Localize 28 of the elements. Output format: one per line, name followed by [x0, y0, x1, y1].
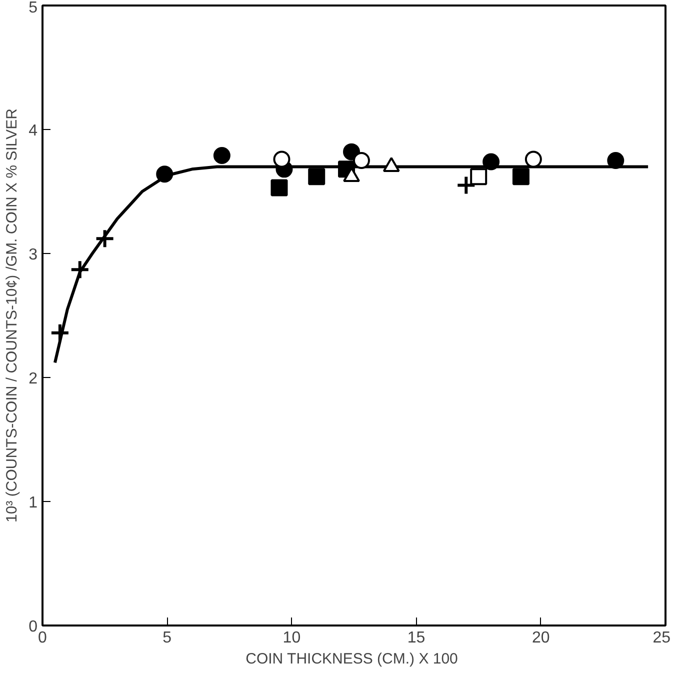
point [607, 152, 624, 169]
point [308, 168, 326, 186]
point [70, 260, 90, 280]
y-tick-label: 2 [28, 370, 38, 388]
point [470, 168, 488, 186]
x-axis-title: COIN THICKNESS (CM.) X 100 [246, 650, 458, 668]
point [352, 152, 370, 169]
y-tick-label: 4 [28, 122, 38, 140]
x-tick-label: 25 [652, 630, 671, 646]
y-axis-title: 10³ (COUNTS-COIN / COUNTS-10¢) /GM. COIN X % SILVER [4, 108, 21, 522]
point [456, 175, 476, 196]
y-tick-label: 5 [28, 0, 38, 16]
x-tick-label: 20 [532, 630, 550, 646]
point [270, 179, 288, 196]
point [50, 322, 70, 343]
y-tick-label: 0 [28, 618, 38, 636]
x-tick-label: 15 [407, 630, 426, 646]
x-tick-label: 5 [162, 630, 172, 646]
point [512, 168, 530, 186]
y-tick-label: 1 [28, 494, 38, 512]
point [94, 228, 115, 249]
point [156, 166, 174, 183]
x-tick-label: 10 [282, 630, 301, 646]
point [524, 150, 542, 168]
point [482, 153, 500, 170]
y-tick-label: 3 [28, 246, 38, 264]
point [273, 150, 290, 168]
point [213, 147, 230, 164]
